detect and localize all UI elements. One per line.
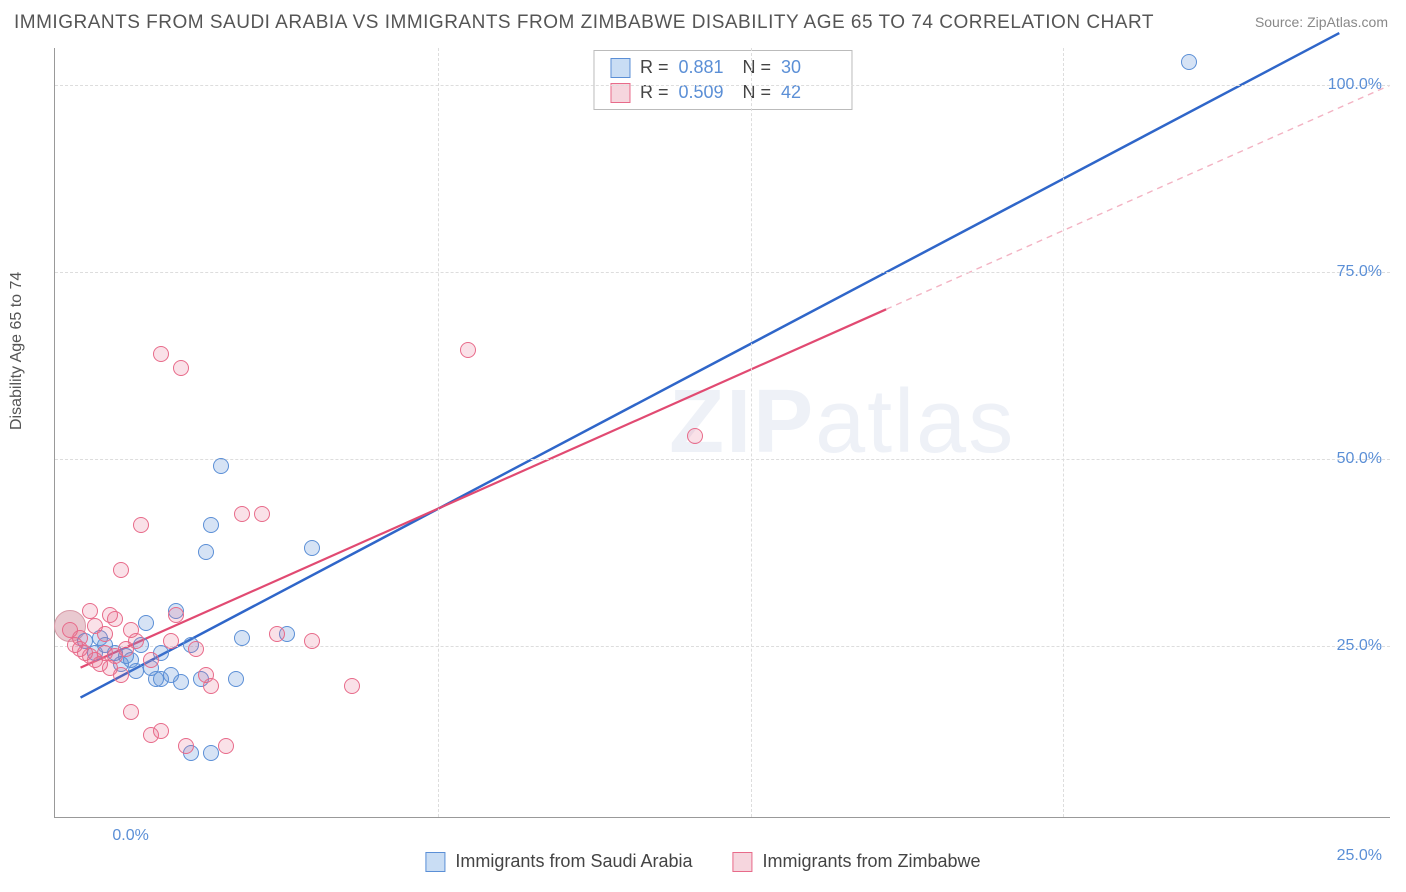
data-point xyxy=(213,458,229,474)
stats-legend-box: R = 0.881 N = 30R =0.509N =42 xyxy=(593,50,852,110)
data-point xyxy=(203,678,219,694)
data-point xyxy=(254,506,270,522)
data-point xyxy=(460,342,476,358)
data-point xyxy=(107,611,123,627)
stat-n-label: N = xyxy=(743,57,772,78)
data-point xyxy=(123,704,139,720)
legend-label: Immigrants from Saudi Arabia xyxy=(455,851,692,872)
legend-item: Immigrants from Zimbabwe xyxy=(733,851,981,872)
x-tick-label: 0.0% xyxy=(112,827,148,845)
gridline-v xyxy=(751,48,752,817)
y-axis-label: Disability Age 65 to 74 xyxy=(8,272,26,430)
trend-line xyxy=(886,85,1389,309)
stat-r-label: R = xyxy=(640,57,669,78)
y-tick-label: 25.0% xyxy=(1337,637,1382,655)
source-label: Source: ZipAtlas.com xyxy=(1255,14,1388,30)
series-swatch xyxy=(733,852,753,872)
data-point xyxy=(687,428,703,444)
trend-lines-layer xyxy=(55,48,1390,817)
data-point xyxy=(133,517,149,533)
data-point xyxy=(153,723,169,739)
data-point xyxy=(198,544,214,560)
gridline-h xyxy=(55,272,1390,273)
y-tick-label: 100.0% xyxy=(1328,76,1382,94)
data-point xyxy=(138,615,154,631)
data-point xyxy=(203,517,219,533)
data-point xyxy=(143,652,159,668)
data-point xyxy=(304,540,320,556)
data-point xyxy=(234,506,250,522)
plot-area: ZIPatlas R =0.881N =30R =0.509N =42 25.0… xyxy=(54,48,1390,818)
gridline-h xyxy=(55,646,1390,647)
x-tick-label-right: 25.0% xyxy=(1337,847,1382,865)
data-point xyxy=(173,360,189,376)
legend-item: Immigrants from Saudi Arabia xyxy=(425,851,692,872)
data-point xyxy=(344,678,360,694)
chart-title: IMMIGRANTS FROM SAUDI ARABIA VS IMMIGRAN… xyxy=(14,12,1154,34)
data-point xyxy=(128,633,144,649)
gridline-h xyxy=(55,459,1390,460)
data-point xyxy=(304,633,320,649)
data-point xyxy=(269,626,285,642)
data-point xyxy=(128,663,144,679)
stats-row: R =0.509N =42 xyxy=(594,80,851,105)
data-point xyxy=(113,667,129,683)
data-point xyxy=(218,738,234,754)
series-swatch xyxy=(425,852,445,872)
data-point xyxy=(168,607,184,623)
data-point xyxy=(228,671,244,687)
gridline-h xyxy=(55,85,1390,86)
y-tick-label: 50.0% xyxy=(1337,450,1382,468)
data-point xyxy=(234,630,250,646)
data-point xyxy=(203,745,219,761)
data-point xyxy=(113,562,129,578)
gridline-v xyxy=(1063,48,1064,817)
trend-line xyxy=(81,33,1340,697)
series-legend: Immigrants from Saudi Arabia Immigrants f… xyxy=(425,851,980,872)
data-point xyxy=(178,738,194,754)
y-tick-label: 75.0% xyxy=(1337,263,1382,281)
series-swatch xyxy=(610,58,630,78)
stat-r-value: 0.881 xyxy=(679,57,733,78)
data-point xyxy=(188,641,204,657)
legend-label: Immigrants from Zimbabwe xyxy=(763,851,981,872)
data-point xyxy=(97,626,113,642)
data-point xyxy=(153,346,169,362)
data-point xyxy=(1181,54,1197,70)
data-point xyxy=(163,633,179,649)
gridline-v xyxy=(438,48,439,817)
stat-n-value: 30 xyxy=(781,57,835,78)
data-point xyxy=(173,674,189,690)
stats-row: R = 0.881 N = 30 xyxy=(594,55,851,80)
data-point xyxy=(82,603,98,619)
trend-line xyxy=(81,309,887,667)
